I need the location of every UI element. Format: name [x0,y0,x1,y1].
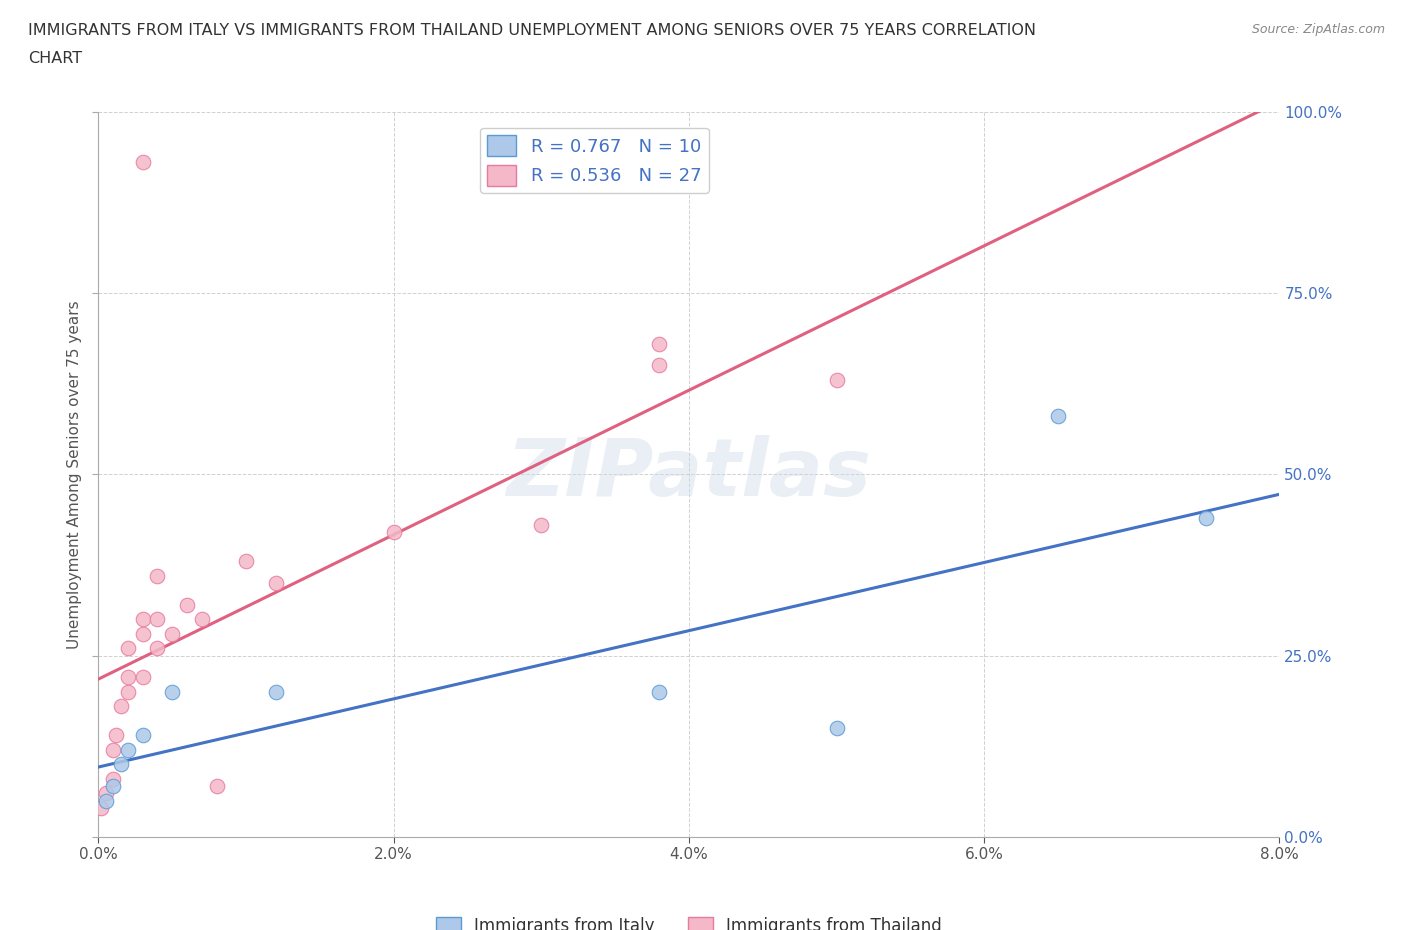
Point [825,721,848,736]
Point [94,786,117,801]
Point [103,772,125,787]
Point [235,554,257,569]
Point [103,742,125,757]
Point [132,155,155,170]
Point [176,597,198,612]
Point [94,793,117,808]
Point [264,684,287,699]
Y-axis label: Unemployment Among Seniors over 75 years: Unemployment Among Seniors over 75 years [67,300,83,648]
Point [117,670,139,684]
Point [825,373,848,388]
Point [648,358,671,373]
Point [205,778,228,793]
Point [1046,409,1069,424]
Point [162,627,183,642]
Point [132,670,155,684]
Point [648,337,671,352]
Point [132,728,155,743]
Point [117,641,139,656]
Point [648,684,671,699]
Point [132,612,155,627]
Point [103,778,125,793]
Point [530,518,553,533]
Text: CHART: CHART [28,51,82,66]
Point [162,684,183,699]
Text: ZIPatlas: ZIPatlas [506,435,872,513]
Point [105,728,128,743]
Point [117,684,139,699]
Point [146,612,169,627]
Point [146,568,169,583]
Point [146,641,169,656]
Text: Source: ZipAtlas.com: Source: ZipAtlas.com [1251,23,1385,36]
Point [382,525,405,539]
Point [117,742,139,757]
Point [110,699,132,714]
Legend: Immigrants from Italy, Immigrants from Thailand: Immigrants from Italy, Immigrants from T… [429,910,949,930]
Point [110,757,132,772]
Point [1194,511,1216,525]
Point [191,612,214,627]
Point [90,801,112,816]
Point [132,627,155,642]
Point [264,576,287,591]
Text: IMMIGRANTS FROM ITALY VS IMMIGRANTS FROM THAILAND UNEMPLOYMENT AMONG SENIORS OVE: IMMIGRANTS FROM ITALY VS IMMIGRANTS FROM… [28,23,1036,38]
